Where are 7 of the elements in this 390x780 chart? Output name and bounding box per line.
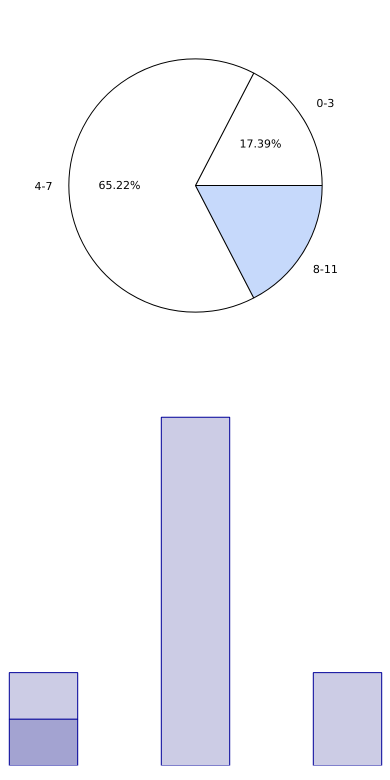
- slice-label: 8-11: [312, 263, 338, 276]
- slice-label: 0-3: [316, 96, 334, 110]
- bar: [312, 672, 382, 766]
- slice-label: 4-7: [34, 180, 52, 193]
- bar: [160, 416, 230, 766]
- data-label: 17.39%: [239, 137, 282, 150]
- data-label: 65.22%: [98, 179, 140, 192]
